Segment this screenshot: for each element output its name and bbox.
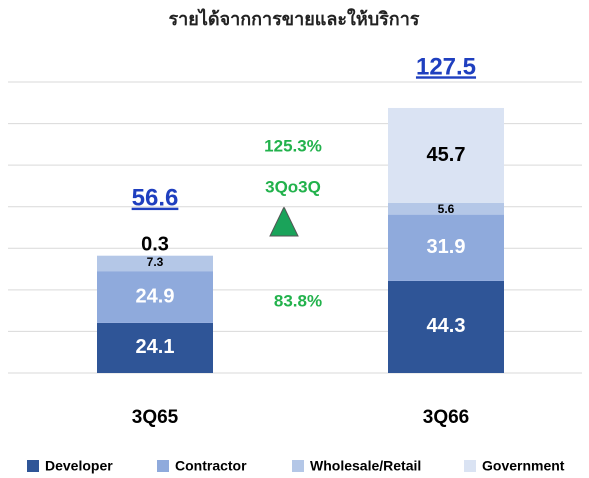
total-label: 56.6 xyxy=(132,185,179,212)
total-label: 127.5 xyxy=(416,53,476,80)
value-label: 45.7 xyxy=(427,144,466,166)
value-label: 31.9 xyxy=(427,236,466,258)
annotation: 83.8% xyxy=(274,291,322,310)
bar-segment xyxy=(97,271,213,323)
chart-title: รายได้จากการขายและให้บริการ xyxy=(169,8,420,30)
annotation: 125.3% xyxy=(264,136,322,155)
value-label: 7.3 xyxy=(147,255,164,269)
x-tick-label: 3Q65 xyxy=(132,407,179,428)
legend-label: Contractor xyxy=(175,458,247,474)
value-label: 24.1 xyxy=(136,336,175,358)
value-label: 24.9 xyxy=(136,285,175,307)
value-label: 5.6 xyxy=(438,202,455,216)
bar-segment xyxy=(97,255,213,272)
legend-label: Wholesale/Retail xyxy=(310,458,421,474)
bar-segment xyxy=(388,202,504,215)
legend-swatch xyxy=(464,460,476,472)
value-label: 44.3 xyxy=(427,315,466,337)
value-label: 0.3 xyxy=(141,234,169,256)
bar-segment xyxy=(97,322,213,373)
bar-segment xyxy=(388,107,504,203)
bar-segment xyxy=(97,255,213,256)
x-tick-label: 3Q66 xyxy=(423,407,469,428)
legend-label: Government xyxy=(482,458,565,474)
annotation: 3Qo3Q xyxy=(265,177,321,196)
legend-label: Developer xyxy=(45,458,113,474)
growth-arrow xyxy=(269,205,299,237)
legend-swatch xyxy=(27,460,39,472)
bar-segment xyxy=(388,280,504,373)
legend-swatch xyxy=(157,460,169,472)
bar-segment xyxy=(388,214,504,281)
legend-swatch xyxy=(292,460,304,472)
